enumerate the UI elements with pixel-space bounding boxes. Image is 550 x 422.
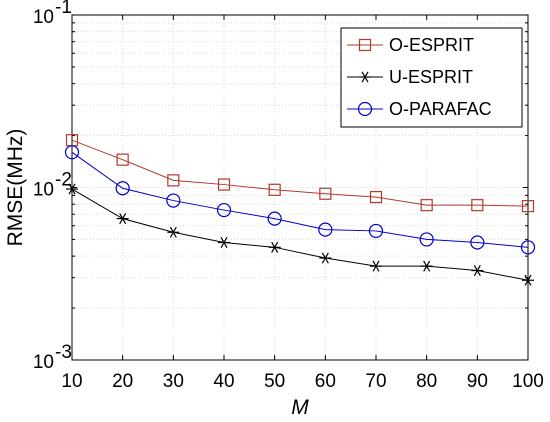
- marker-stroke: [271, 241, 279, 253]
- y-tick-label: 10: [33, 7, 54, 28]
- series-layer: [64, 134, 536, 286]
- marker-circle: [357, 101, 373, 117]
- legend-label: O-PARAFAC: [389, 99, 492, 119]
- x-tick-label: 50: [264, 371, 285, 392]
- marker-circle: [216, 202, 232, 218]
- marker-square: [369, 190, 383, 204]
- y-tick-label: 10: [33, 352, 54, 373]
- marker-square: [471, 199, 484, 212]
- y-axis-label: RMSE(MHz): [4, 129, 27, 247]
- legend-label: U-ESPRIT: [389, 67, 473, 87]
- marker-stroke: [321, 252, 329, 264]
- marker-circle: [419, 232, 434, 247]
- marker-asterisk: [319, 252, 332, 264]
- x-tick-label: 40: [213, 371, 234, 392]
- marker-circle: [520, 240, 536, 255]
- marker-square: [521, 200, 535, 213]
- marker-stroke: [119, 213, 127, 225]
- y-tick-label: 10: [33, 180, 54, 201]
- x-tick-label: 80: [416, 371, 437, 392]
- marker-circle: [368, 223, 384, 239]
- series-line: [71, 139, 529, 207]
- marker-square: [358, 38, 372, 52]
- marker-square: [319, 187, 332, 200]
- series-o-parafac: [64, 145, 536, 255]
- x-tick-label: 10: [61, 371, 82, 392]
- marker-stroke: [372, 260, 380, 272]
- marker-circle: [166, 193, 181, 208]
- legend: O-ESPRIT U-ESPRIT O-PARAFAC: [340, 27, 523, 128]
- marker-asterisk: [167, 226, 180, 238]
- series-line: [71, 151, 529, 248]
- marker-circle: [115, 181, 130, 196]
- x-tick-label: 60: [315, 371, 336, 392]
- marker-asterisk: [471, 265, 484, 277]
- y-tick-exponent: -3: [55, 342, 72, 363]
- x-tick-label: 20: [112, 371, 133, 392]
- marker-square: [167, 174, 180, 187]
- x-tick-label: 30: [163, 371, 184, 392]
- legend-item: O-ESPRIT: [347, 35, 474, 55]
- marker-circle: [318, 222, 333, 237]
- marker-stroke: [361, 71, 369, 83]
- marker-asterisk: [522, 274, 534, 286]
- y-tick-exponent: -2: [55, 170, 72, 191]
- marker-asterisk: [359, 71, 371, 83]
- x-tick-label: 90: [467, 371, 488, 392]
- series-u-esprit: [66, 183, 534, 286]
- legend-item: O-PARAFAC: [347, 99, 492, 119]
- series-o-esprit: [65, 134, 535, 213]
- marker-stroke: [473, 265, 481, 277]
- legend-item: U-ESPRIT: [347, 67, 473, 87]
- x-tick-label: 70: [365, 371, 386, 392]
- marker-square: [420, 199, 433, 212]
- marker-square: [116, 153, 129, 166]
- marker-circle: [64, 145, 80, 160]
- x-axis-label: M: [291, 396, 309, 419]
- legend-label: O-ESPRIT: [389, 35, 474, 55]
- marker-asterisk: [370, 260, 382, 272]
- marker-stroke: [68, 183, 76, 195]
- marker-circle: [267, 211, 282, 226]
- marker-asterisk: [420, 260, 433, 272]
- marker-stroke: [220, 236, 228, 249]
- marker-asterisk: [268, 241, 281, 253]
- marker-circle: [470, 235, 485, 250]
- series-line: [71, 188, 529, 281]
- marker-stroke: [423, 260, 431, 272]
- marker-asterisk: [66, 183, 78, 195]
- marker-square: [268, 183, 281, 196]
- x-tick-label: 100: [512, 371, 544, 392]
- marker-asterisk: [218, 236, 230, 249]
- marker-square: [217, 178, 231, 191]
- marker-asterisk: [116, 213, 129, 225]
- marker-stroke: [524, 274, 532, 286]
- y-tick-exponent: -1: [55, 0, 72, 18]
- marker-stroke: [169, 226, 177, 238]
